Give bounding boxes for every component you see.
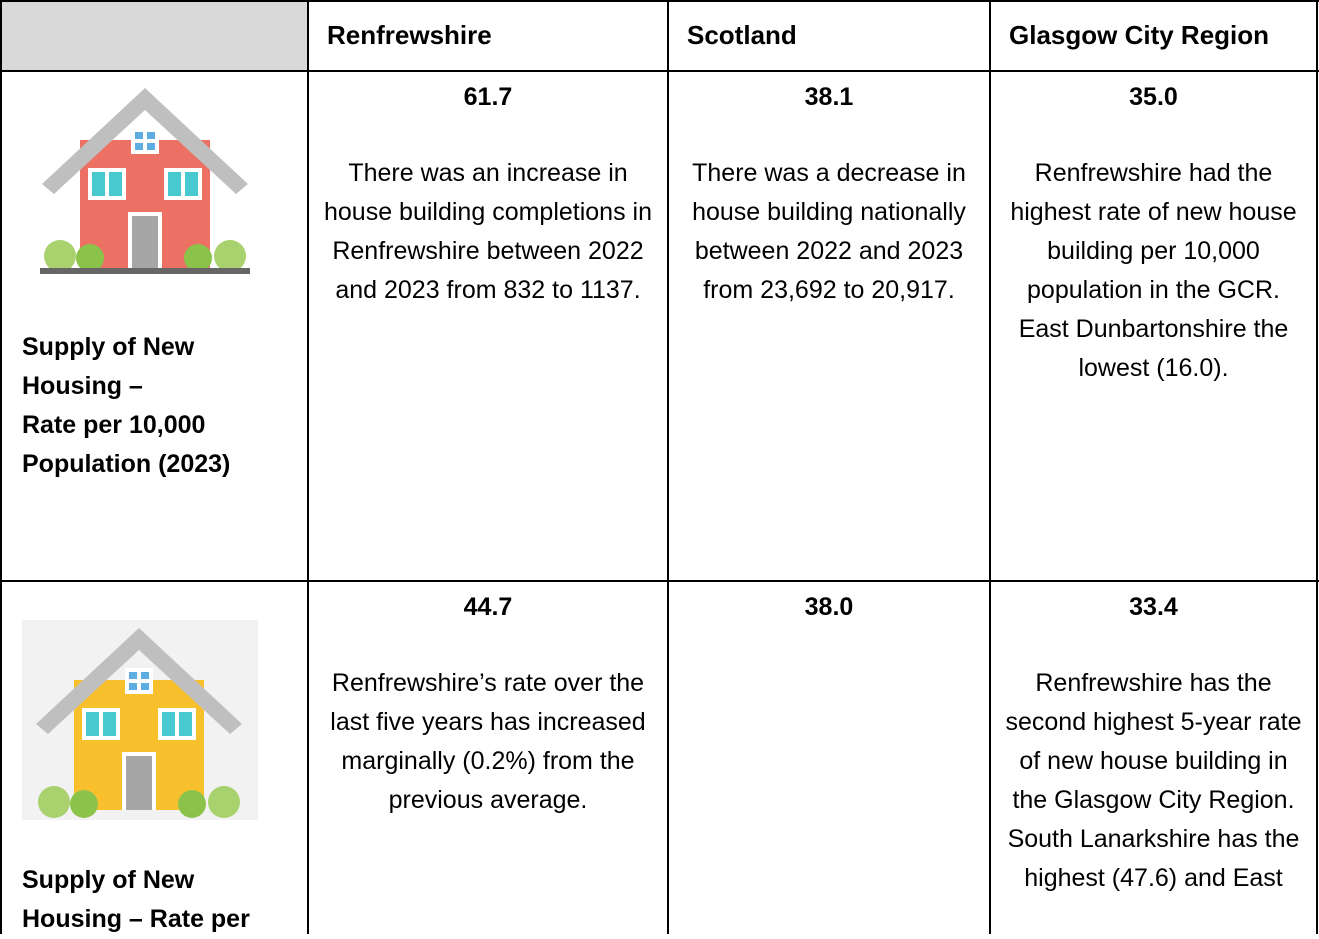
cell-text: There was an increase in house building … <box>324 159 652 304</box>
cell-value: 38.1 <box>804 83 854 111</box>
row-label-line: Supply of New Housing – Rate per <box>22 866 250 933</box>
row-label: Supply of New Housing – Rate per 10,000 P… <box>22 328 284 484</box>
rule <box>0 70 1319 72</box>
cell-value: 44.7 <box>463 593 513 621</box>
row-label-line: Rate per 10,000 Population (2023) <box>22 411 231 478</box>
house-icon <box>22 620 258 820</box>
cell-text: Renfrewshire’s rate over the last five y… <box>330 669 646 814</box>
row-label-line: Supply of New Housing – <box>22 333 195 400</box>
cell-value: 61.7 <box>463 83 513 111</box>
rule <box>0 0 1319 2</box>
rule <box>667 0 669 934</box>
cell-text: Renfrewshire had the highest rate of new… <box>1010 159 1297 382</box>
rule <box>1316 0 1318 934</box>
rule <box>0 0 2 934</box>
column-header: Renfrewshire <box>327 20 492 50</box>
rule <box>0 580 1319 582</box>
house-icon <box>40 88 250 274</box>
cell-value: 38.0 <box>804 593 854 621</box>
cell-text: There was a decrease in house building n… <box>692 159 966 304</box>
header-blank-cell <box>1 1 308 70</box>
column-header: Glasgow City Region <box>1009 20 1270 50</box>
rule <box>989 0 991 934</box>
cell-value: 35.0 <box>1129 83 1178 111</box>
cell-text: Renfrewshire has the second highest 5-ye… <box>1005 669 1302 892</box>
row-label: Supply of New Housing – Rate per <box>22 861 284 939</box>
cell-value: 33.4 <box>1129 593 1178 621</box>
column-header: Scotland <box>687 20 797 50</box>
rule <box>307 0 309 934</box>
